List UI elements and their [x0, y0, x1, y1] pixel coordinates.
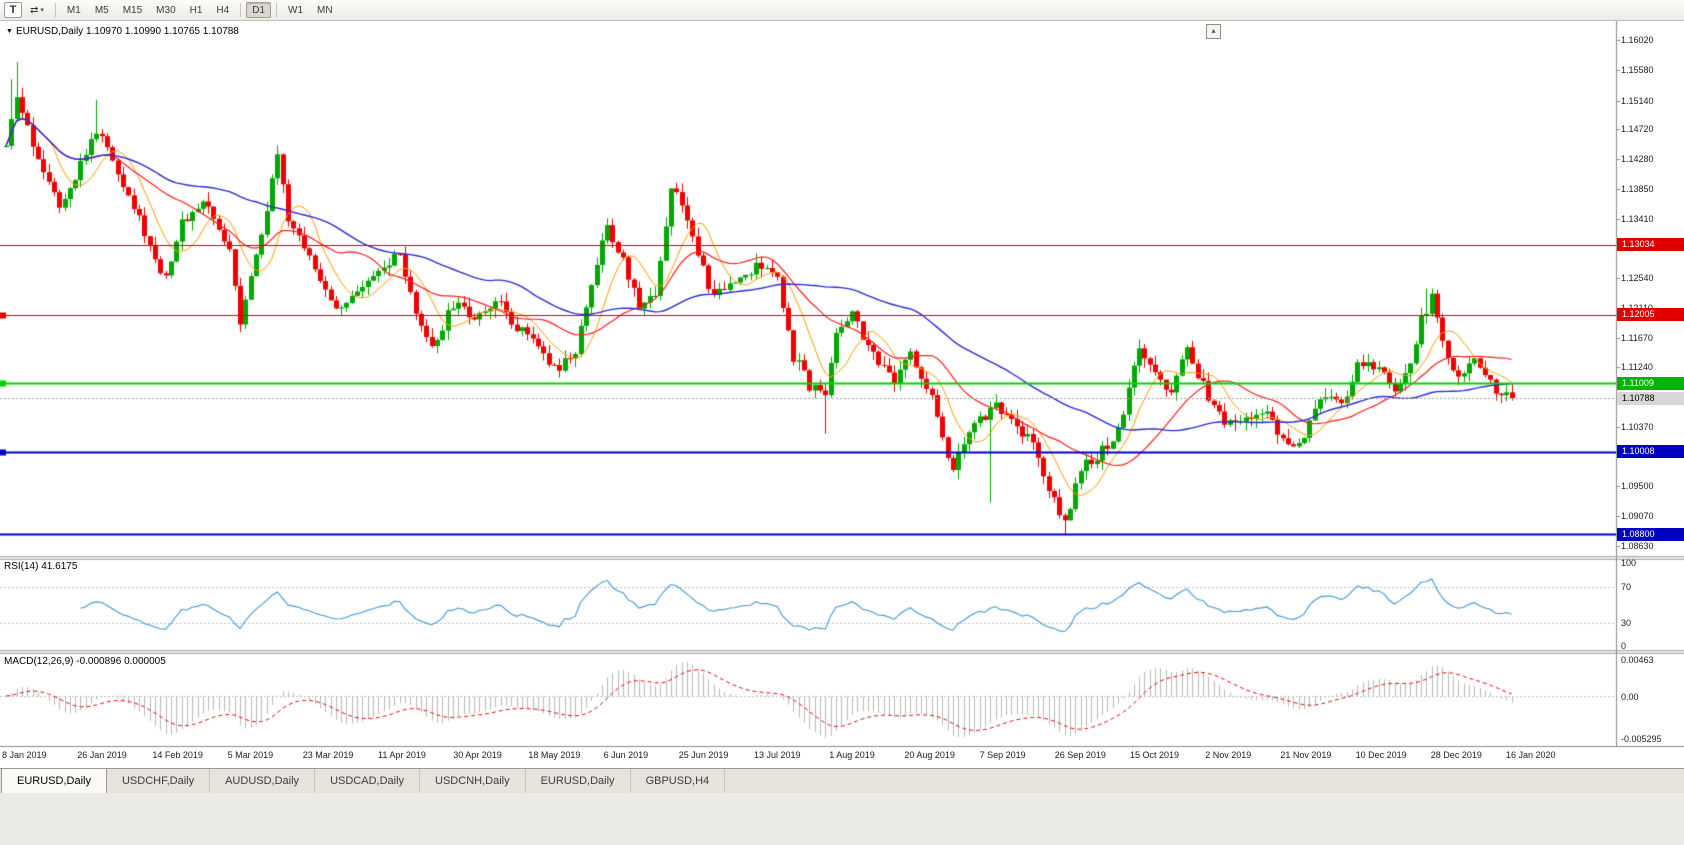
price-axis-tick: 1.13410 [1621, 213, 1654, 224]
time-axis-label: 25 Jun 2019 [678, 750, 729, 760]
time-axis-label: 10 Dec 2019 [1355, 750, 1407, 760]
price-chart-canvas[interactable] [0, 20, 1684, 768]
price-tag: 1.13034 [1617, 238, 1684, 252]
price-axis-tick: 1.09070 [1621, 510, 1654, 521]
price-tag: 1.10008 [1617, 445, 1684, 458]
arrows-icon: ⇄ [30, 4, 39, 16]
time-axis-label: 23 Mar 2019 [302, 750, 354, 760]
chart-tab-1[interactable]: EURUSD,Daily [1, 769, 107, 793]
price-axis-tick: 1.11670 [1621, 332, 1653, 343]
time-axis-label: 21 Nov 2019 [1280, 750, 1332, 760]
time-axis-label: 18 May 2019 [528, 750, 581, 760]
timeframe-button-w1[interactable]: W1 [282, 2, 309, 18]
timeframe-button-m30[interactable]: M30 [150, 2, 181, 18]
rsi-axis-label: 30 [1621, 618, 1632, 628]
price-axis[interactable]: 1.16020 1.15580 1.15140 1.14720 1.14280 1.138… [1617, 20, 1684, 746]
rsi-axis-label: 0 [1621, 641, 1627, 651]
rsi-axis-label: 100 [1621, 558, 1637, 568]
toolbar-separator [54, 3, 56, 17]
chart-tab-3[interactable]: AUDUSD,Daily [210, 769, 316, 793]
time-axis-label: 28 Dec 2019 [1430, 750, 1482, 760]
time-axis-label: 5 Mar 2019 [227, 750, 274, 760]
time-axis-label: 1 Aug 2019 [829, 750, 875, 760]
price-tag: 1.11009 [1617, 376, 1684, 390]
macd-axis-label: 0.00463 [1621, 655, 1654, 665]
time-axis-label: 2 Nov 2019 [1205, 750, 1252, 760]
status-bar-area [0, 792, 1684, 845]
timeframe-button-m1[interactable]: M1 [61, 2, 87, 18]
price-tag: 1.08800 [1617, 527, 1684, 541]
time-axis-label: 8 Jan 2019 [2, 750, 47, 760]
timeframe-button-m15[interactable]: M15 [117, 2, 148, 18]
toolbar-separator [276, 3, 278, 17]
chevron-down-icon: ▾ [40, 7, 44, 14]
chart-tab-5[interactable]: USDCNH,Daily [420, 769, 526, 793]
time-axis-label: 26 Sep 2019 [1054, 750, 1106, 760]
price-axis-tick: 1.14720 [1621, 124, 1654, 135]
timeframe-button-h4[interactable]: H4 [210, 2, 235, 18]
macd-axis-label: 0.00 [1621, 691, 1639, 702]
timeframe-button-mn[interactable]: MN [311, 2, 339, 18]
time-axis-label: 15 Oct 2019 [1130, 750, 1180, 760]
timeframe-button-h1[interactable]: H1 [184, 2, 209, 18]
price-tag: 1.12005 [1617, 308, 1684, 322]
time-axis-label: 26 Jan 2019 [77, 750, 127, 760]
price-axis-tick: 1.11240 [1621, 362, 1653, 373]
chart-tab-4[interactable]: USDCAD,Daily [315, 769, 421, 793]
chart-scroll-marker[interactable]: ▴ [1206, 24, 1221, 39]
price-axis-tick: 1.08630 [1621, 540, 1654, 551]
time-axis-label: 6 Jun 2019 [603, 750, 649, 760]
time-axis-label: 11 Apr 2019 [378, 750, 426, 760]
chart-tab-2[interactable]: USDCHF,Daily [107, 769, 211, 793]
price-axis-tick: 1.15580 [1621, 65, 1654, 76]
timeframe-button-group: M1 M5 M15 M30 H1 H4 D1 W1 MN [61, 2, 339, 18]
time-axis-label: 14 Feb 2019 [152, 750, 203, 760]
price-axis-tick: 1.14280 [1621, 154, 1654, 165]
chart-tab-6[interactable]: EURUSD,Daily [526, 769, 631, 793]
timeframe-button-d1[interactable]: D1 [246, 2, 272, 18]
time-axis-label: 7 Sep 2019 [979, 750, 1026, 760]
chart-window: ▼ EURUSD,Daily 1.10970 1.10990 1.10765 1.… [0, 20, 1684, 769]
time-axis-label: 30 Apr 2019 [453, 750, 502, 760]
toolbar-separator [240, 3, 242, 17]
price-axis-tick: 1.15140 [1621, 95, 1654, 106]
time-axis-label: 16 Jan 2020 [1506, 750, 1556, 760]
time-axis[interactable]: 8 Jan 2019 26 Jan 2019 14 Feb 2019 5 Mar 20… [0, 747, 1616, 767]
price-axis-tick: 1.10370 [1621, 421, 1654, 432]
rsi-axis-label: 70 [1621, 582, 1632, 592]
text-tool-button[interactable]: T [4, 2, 22, 18]
toolbar: T ⇄ ▾ M1 M5 M15 M30 H1 H4 D1 W1 MN [0, 0, 1684, 21]
price-axis-tick: 1.13850 [1621, 183, 1654, 194]
time-axis-label: 13 Jul 2019 [754, 750, 801, 760]
cursor-mode-button[interactable]: ⇄ ▾ [24, 2, 50, 18]
price-axis-tick: 1.12540 [1621, 273, 1654, 284]
price-axis-tick: 1.16020 [1621, 35, 1654, 46]
price-axis-tick: 1.12110 [1621, 303, 1653, 313]
macd-axis-label: -0.005295 [1621, 734, 1662, 744]
chart-tab-bar: EURUSD,Daily USDCHF,Daily AUDUSD,Daily USDC… [0, 768, 1684, 793]
price-tag: 1.10788 [1617, 391, 1684, 405]
time-axis-label: 20 Aug 2019 [904, 750, 955, 760]
price-axis-tick: 1.09500 [1621, 481, 1654, 492]
chart-tab-7[interactable]: GBPUSD,H4 [631, 769, 726, 793]
timeframe-button-m5[interactable]: M5 [89, 2, 115, 18]
